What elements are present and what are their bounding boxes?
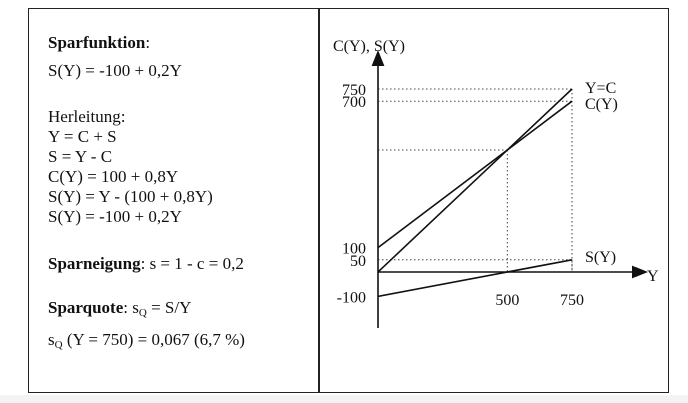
figure-frame <box>28 8 669 393</box>
sparquote-calc: sQ (Y = 750) = 0,067 (6,7 %) <box>48 330 245 351</box>
sparquote-row: Sparquote: sQ = S/Y <box>48 298 192 319</box>
series-line-c-y- <box>377 100 573 249</box>
y-tick-label: 100 <box>342 241 366 258</box>
derivation-line: S = Y - C <box>48 147 113 166</box>
y-tick-label: 700 <box>342 94 366 111</box>
y-tick-label: 50 <box>350 253 366 270</box>
sparneigung-text: : s = 1 - c = 0,2 <box>140 254 244 273</box>
sparfunktion-heading: Sparfunktion: <box>48 33 150 53</box>
sparneigung-row: Sparneigung: s = 1 - c = 0,2 <box>48 254 244 274</box>
x-tick-label: 750 <box>560 292 584 309</box>
derivation-line: S(Y) = -100 + 0,2Y <box>48 207 182 226</box>
sparquote-calc-sub: Q <box>54 339 63 351</box>
derivation-line: Y = C + S <box>48 127 117 146</box>
series-line-s-y- <box>377 259 573 298</box>
sparquote-label: Sparquote <box>48 298 124 317</box>
y-tick-label: -100 <box>337 289 366 306</box>
panel-divider <box>318 8 320 393</box>
derivation-line: S(Y) = Y - (100 + 0,8Y) <box>48 187 213 206</box>
x-tick-label: 500 <box>495 292 519 309</box>
sparquote-calc-post: (Y = 750) = 0,067 (6,7 %) <box>62 330 245 349</box>
series-label-s-y-: S(Y) <box>585 249 616 266</box>
sparquote-sub: Q <box>138 307 147 319</box>
y-tick-label: 750 <box>342 82 366 99</box>
sparneigung-label: Sparneigung <box>48 254 141 273</box>
series-label-y-c: Y=C <box>585 80 616 97</box>
herleitung-label: Herleitung: <box>48 107 126 126</box>
sparfunktion-formula: S(Y) = -100 + 0,2Y <box>48 61 182 80</box>
bottom-strip <box>0 395 688 403</box>
sparfunktion-title: Sparfunktion <box>48 33 146 52</box>
derivation-line: C(Y) = 100 + 0,8Y <box>48 167 179 186</box>
sparquote-text-pre: : s <box>123 298 139 317</box>
sparquote-text-post: = S/Y <box>146 298 192 317</box>
sparfunktion-colon: : <box>145 33 151 52</box>
series-label-c-y-: C(Y) <box>585 96 618 113</box>
x-axis-label: Y <box>647 268 659 285</box>
y-axis-label: C(Y), S(Y) <box>333 38 405 55</box>
sparquote-calc-pre: s <box>48 330 55 349</box>
series-line-y-c <box>377 88 573 273</box>
